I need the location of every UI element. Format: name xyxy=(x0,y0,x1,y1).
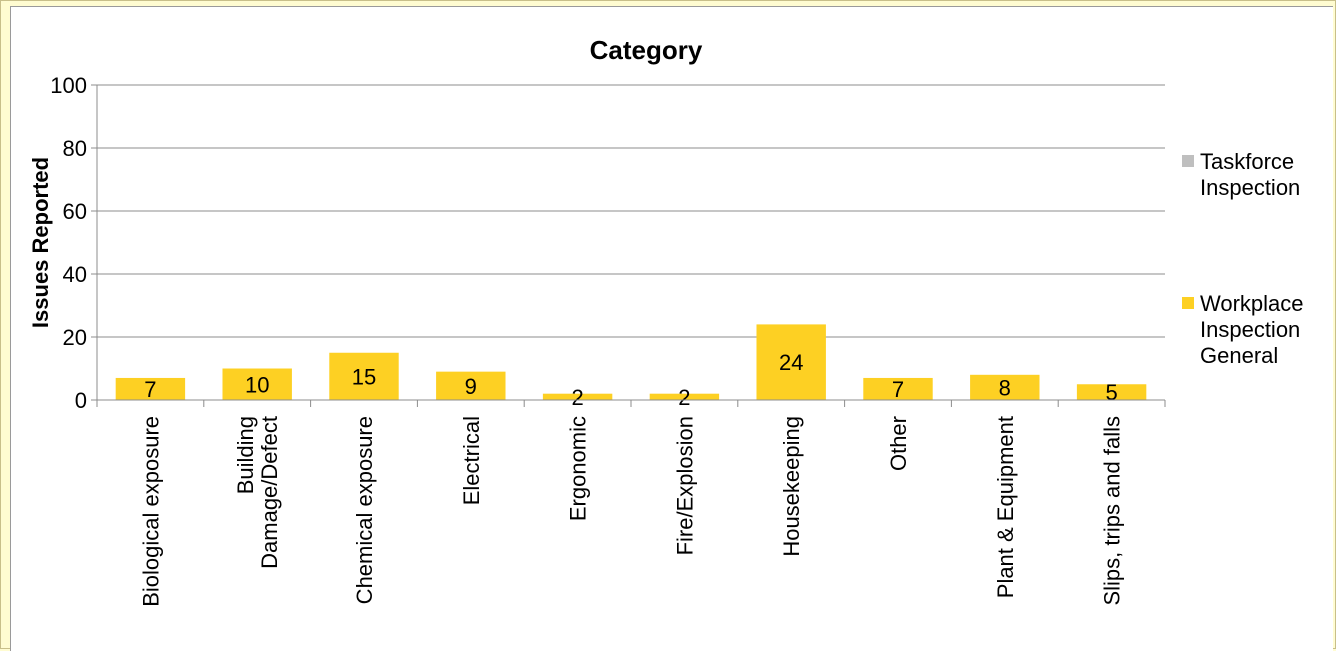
x-tick-label: Slips, trips and falls xyxy=(1100,416,1125,606)
x-tick-label: Chemical exposure xyxy=(352,416,377,604)
bar-1-9 xyxy=(1076,384,1147,400)
chart-title: Category xyxy=(590,35,703,65)
bar-chart: Category 0 20 40 60 80 100 Issues Reported 7 Biol… xyxy=(28,35,1304,607)
y-tick-label: 40 xyxy=(63,262,87,287)
legend-swatch xyxy=(1182,297,1194,309)
data-label: 8 xyxy=(999,375,1011,400)
data-label: 9 xyxy=(465,374,477,399)
x-tick-label: BuildingDamage/Defect xyxy=(233,416,282,569)
y-axis-title: Issues Reported xyxy=(28,157,53,328)
chart-area: Category 0 20 40 60 80 100 Issues Reported 7 Biol… xyxy=(10,6,1333,651)
bar-1-6 xyxy=(756,324,826,400)
data-label: 2 xyxy=(678,385,690,410)
x-tick-label: Biological exposure xyxy=(138,416,163,607)
data-label: 5 xyxy=(1105,380,1117,405)
x-tick-label: Electrical xyxy=(459,416,484,505)
data-label: 7 xyxy=(892,377,904,402)
bar-1-4 xyxy=(542,393,613,400)
legend-swatch xyxy=(1182,155,1194,167)
bar-1-1 xyxy=(222,368,292,400)
bar-1-7 xyxy=(863,377,933,400)
x-tick-label: Ergonomic xyxy=(566,416,591,521)
y-tick-label: 60 xyxy=(63,199,87,224)
y-tick-label: 20 xyxy=(63,325,87,350)
data-label: 7 xyxy=(144,377,156,402)
legend-label: Taskforce Inspection xyxy=(1200,149,1300,200)
bar-1-5 xyxy=(649,393,720,400)
x-tick-label: Plant & Equipment xyxy=(993,416,1018,598)
x-tick-label: Other xyxy=(886,416,911,471)
data-label: 15 xyxy=(352,364,376,389)
legend-label: Workplace Inspection General xyxy=(1200,291,1304,368)
x-tick-label: Housekeeping xyxy=(779,416,804,557)
x-tick-label: Fire/Explosion xyxy=(672,416,697,555)
bar-1-3 xyxy=(436,371,506,400)
data-label: 10 xyxy=(245,372,269,397)
bar-1-2 xyxy=(329,352,399,400)
data-label: 2 xyxy=(571,385,583,410)
bar-1-8 xyxy=(970,374,1040,400)
y-tick-label: 80 xyxy=(63,136,87,161)
y-tick-label: 0 xyxy=(75,388,87,413)
y-tick-label: 100 xyxy=(50,73,87,98)
bar-1-0 xyxy=(115,377,186,400)
data-label: 24 xyxy=(779,350,803,375)
